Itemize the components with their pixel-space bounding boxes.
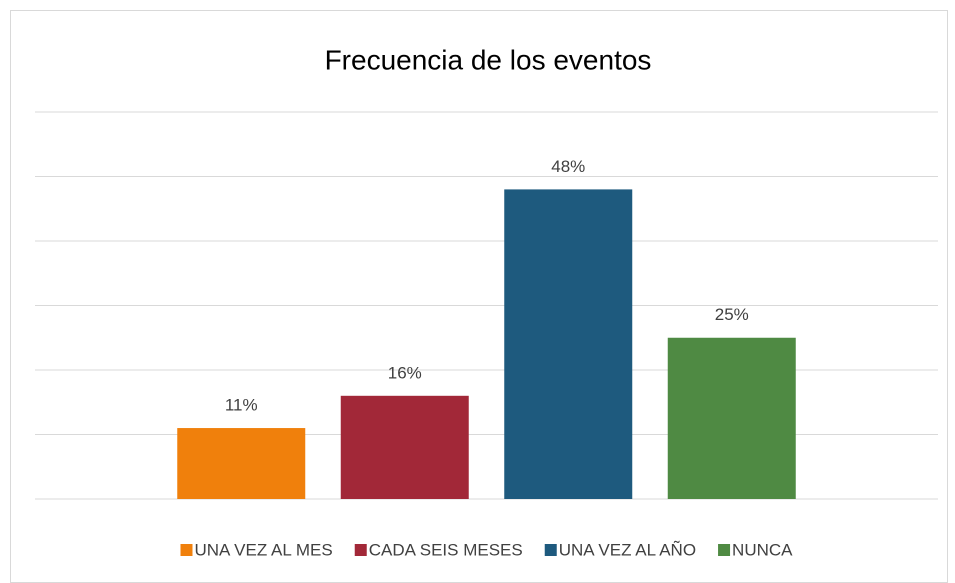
bar xyxy=(504,189,633,499)
data-label: 48% xyxy=(551,157,585,176)
bar xyxy=(340,395,469,499)
data-label: 25% xyxy=(715,305,749,324)
legend-label: UNA VEZ AL AÑO xyxy=(559,540,696,559)
bar xyxy=(177,428,306,499)
chart-title: Frecuencia de los eventos xyxy=(325,44,652,75)
legend-swatch xyxy=(180,544,193,556)
legend-label: NUNCA xyxy=(732,540,793,559)
legend-swatch xyxy=(354,544,367,556)
chart-border xyxy=(10,10,948,583)
legend-swatch xyxy=(718,544,731,556)
legend-swatch xyxy=(544,544,557,556)
data-label: 16% xyxy=(388,363,422,382)
bar xyxy=(667,337,796,499)
legend-label: UNA VEZ AL MES xyxy=(194,540,332,559)
data-label: 11% xyxy=(225,396,258,415)
legend-label: CADA SEIS MESES xyxy=(369,540,523,559)
